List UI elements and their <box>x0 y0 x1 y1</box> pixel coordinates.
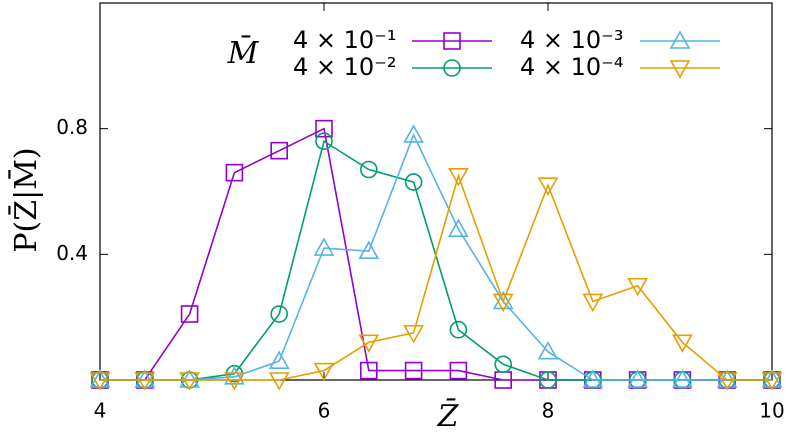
x-tick-label: 6 <box>318 399 331 423</box>
x-tick-label: 8 <box>542 399 555 423</box>
marker <box>89 372 111 391</box>
marker <box>449 361 468 380</box>
marker <box>443 59 461 77</box>
legend-label: 4 × 10⁻¹ <box>293 26 396 54</box>
marker <box>180 305 199 323</box>
legend-label: 4 × 10⁻⁴ <box>520 53 623 81</box>
marker <box>582 293 604 313</box>
marker <box>716 369 738 388</box>
plot-frame <box>99 2 773 381</box>
marker <box>492 293 514 313</box>
legend-label: 4 × 10⁻³ <box>520 26 623 54</box>
marker <box>313 362 335 382</box>
series-line <box>100 173 772 381</box>
y-tick-label: 0.8 <box>56 115 88 139</box>
marker <box>672 334 693 353</box>
marker <box>134 369 156 388</box>
marker <box>224 372 245 391</box>
marker <box>669 60 691 79</box>
marker <box>225 163 244 182</box>
marker <box>359 160 378 179</box>
marker <box>358 240 380 259</box>
legend-title: M̄ <box>227 35 260 71</box>
x-axis-label: Z̄ <box>437 398 460 434</box>
marker <box>89 369 111 388</box>
marker <box>315 132 333 151</box>
marker <box>315 119 333 138</box>
marker <box>761 372 783 391</box>
series-line <box>100 139 772 381</box>
marker <box>539 371 557 389</box>
y-tick-label: 0.4 <box>56 241 88 265</box>
marker <box>179 369 200 388</box>
marker <box>403 124 424 143</box>
marker <box>268 372 290 391</box>
marker <box>582 369 604 388</box>
marker <box>492 290 514 310</box>
marker <box>627 369 648 388</box>
marker <box>672 369 693 388</box>
marker <box>404 361 423 380</box>
marker <box>179 372 200 391</box>
marker <box>403 325 424 344</box>
marker <box>627 277 648 297</box>
marker <box>761 369 783 388</box>
marker <box>669 30 691 49</box>
y-axis-label: P(Z̄|M̄) <box>8 147 44 252</box>
marker <box>716 372 738 391</box>
marker <box>449 320 468 339</box>
marker <box>537 177 559 196</box>
marker <box>443 32 461 50</box>
marker <box>268 350 290 369</box>
marker <box>448 167 469 187</box>
marker <box>537 341 559 360</box>
marker <box>358 334 380 353</box>
marker <box>359 361 378 380</box>
marker <box>270 305 289 323</box>
marker <box>494 355 513 374</box>
marker <box>404 173 423 191</box>
x-tick-label: 4 <box>94 399 107 423</box>
legend-label: 4 × 10⁻² <box>293 53 396 81</box>
marker <box>270 141 289 160</box>
marker <box>134 372 156 391</box>
series-line <box>100 132 772 381</box>
marker <box>448 218 469 237</box>
marker <box>313 237 335 256</box>
x-tick-label: 10 <box>759 399 784 423</box>
marker <box>224 366 245 385</box>
